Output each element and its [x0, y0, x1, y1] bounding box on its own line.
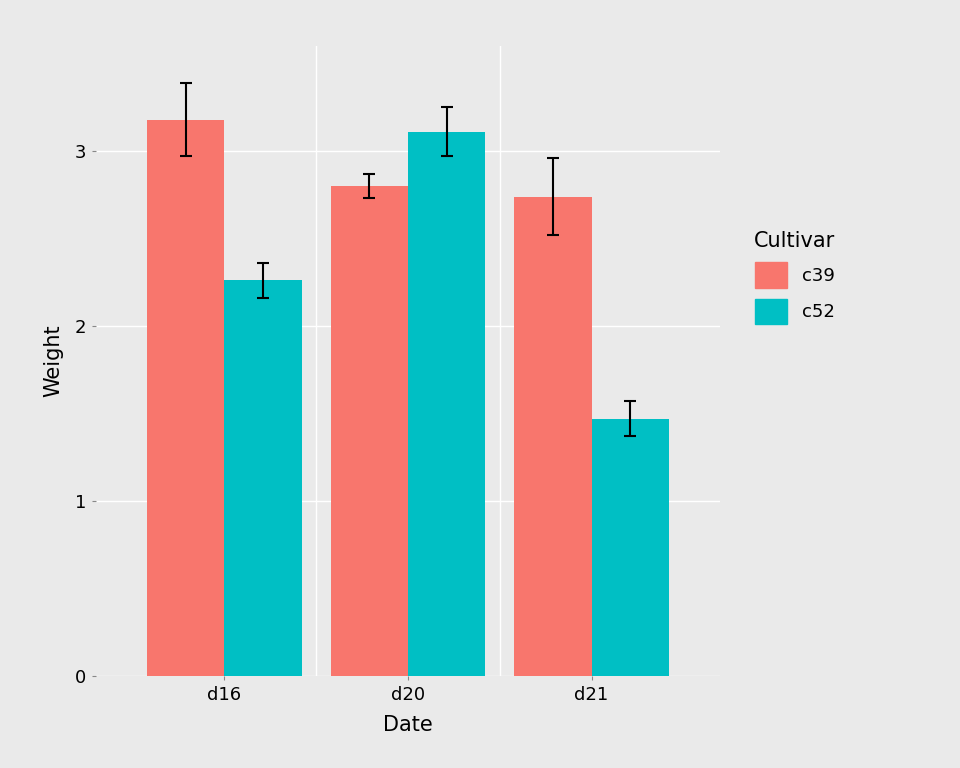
Y-axis label: Weight: Weight: [43, 325, 63, 397]
Bar: [591, 419, 668, 676]
Legend: c39, c52: c39, c52: [754, 231, 835, 324]
Bar: [408, 132, 485, 676]
X-axis label: Date: Date: [383, 715, 433, 735]
Bar: [515, 197, 591, 676]
Bar: [225, 280, 301, 676]
Bar: [331, 186, 408, 676]
Bar: [148, 120, 225, 676]
